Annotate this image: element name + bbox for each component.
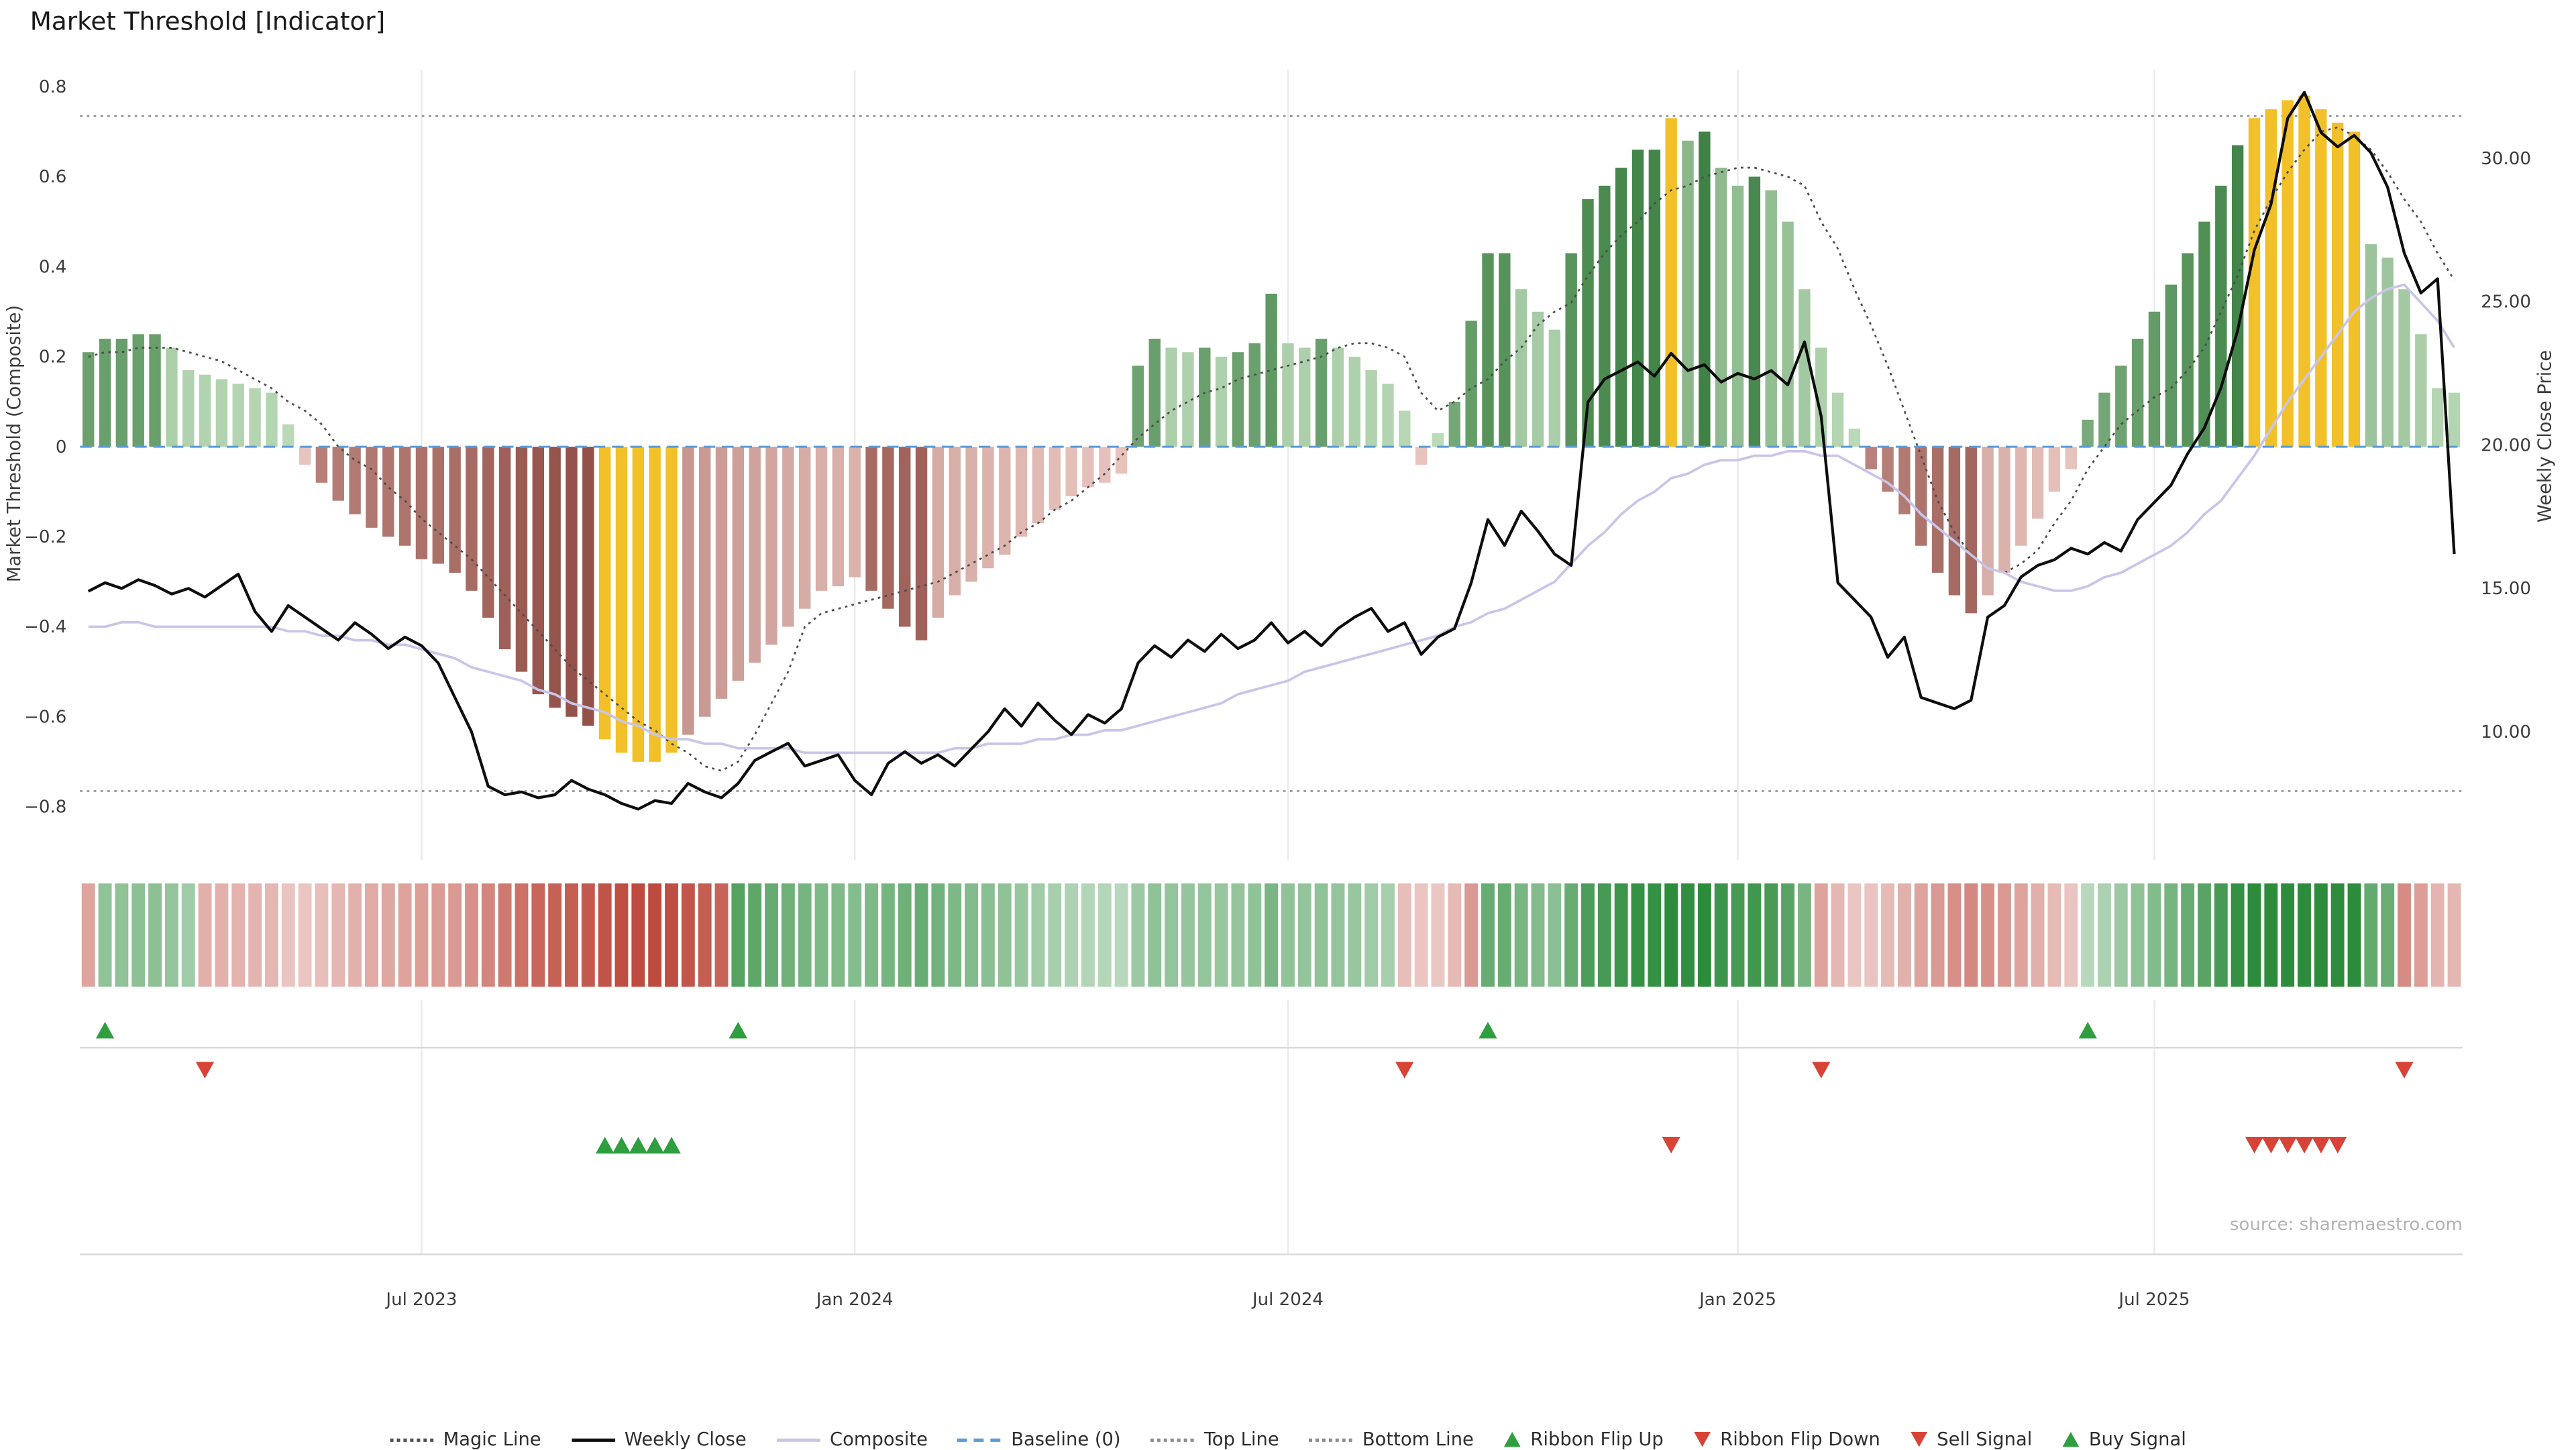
legend-item: Buy Signal bbox=[2062, 1429, 2186, 1450]
x-tick-label: Jul 2023 bbox=[384, 1290, 457, 1310]
legend-label: Ribbon Flip Down bbox=[1720, 1428, 1880, 1450]
x-tick-label: Jan 2025 bbox=[1698, 1290, 1776, 1310]
legend-label: Bottom Line bbox=[1362, 1428, 1474, 1450]
buy-signal-marker bbox=[612, 1137, 631, 1154]
buy-signal-marker bbox=[645, 1137, 664, 1154]
ribbon-flip-down-triangle-icon bbox=[1693, 1431, 1711, 1447]
ribbon-flip-up-marker bbox=[2078, 1021, 2097, 1039]
y-left-tick-label: 0.2 bbox=[39, 347, 66, 368]
y-left-tick-label: 0.4 bbox=[39, 257, 66, 277]
sell-signal-marker bbox=[2261, 1137, 2281, 1154]
x-tick-label: Jul 2025 bbox=[2117, 1290, 2190, 1310]
legend-item: Bottom Line bbox=[1309, 1429, 1474, 1450]
overlay-lines bbox=[80, 91, 2463, 811]
y-left-tick-label: −0.8 bbox=[24, 797, 66, 818]
buy-signal-marker bbox=[629, 1137, 648, 1154]
baseline-0-line-swatch bbox=[957, 1437, 1002, 1441]
ribbon-flip-down-marker bbox=[1395, 1062, 1414, 1079]
y-left-tick-label: −0.4 bbox=[24, 617, 66, 637]
sell-signal-marker bbox=[2245, 1137, 2264, 1154]
source-credit: source: sharemaestro.com bbox=[2229, 1215, 2463, 1235]
buy-signal-marker bbox=[662, 1137, 681, 1154]
sell-signal-marker bbox=[2295, 1137, 2314, 1154]
reference-lines bbox=[80, 115, 2463, 792]
threshold-histogram bbox=[83, 95, 2461, 762]
legend-label: Top Line bbox=[1203, 1428, 1279, 1450]
y-left-tick-label: 0.6 bbox=[39, 167, 66, 187]
ribbon-flip-down-marker bbox=[195, 1062, 215, 1079]
page-title: Market Threshold [Indicator] bbox=[30, 6, 386, 37]
legend-item: Ribbon Flip Up bbox=[1503, 1428, 1664, 1450]
legend-item: Magic Line bbox=[390, 1429, 541, 1450]
bottom-line-line-swatch bbox=[1309, 1437, 1353, 1441]
signal-markers bbox=[80, 1021, 2463, 1256]
y-right-tick-label: 20.00 bbox=[2481, 435, 2531, 455]
x-tick-label: Jul 2024 bbox=[1251, 1290, 1324, 1310]
ribbon-flip-up-marker bbox=[1479, 1021, 1497, 1039]
sell-signal-marker bbox=[2278, 1137, 2297, 1154]
top-line-line-swatch bbox=[1150, 1437, 1194, 1441]
ribbon-flip-up-marker bbox=[729, 1021, 747, 1039]
magic-line-line-swatch bbox=[390, 1437, 433, 1441]
sell-signal-marker bbox=[2328, 1137, 2347, 1154]
legend-label: Weekly Close bbox=[624, 1428, 747, 1450]
sell-signal-marker bbox=[2312, 1137, 2330, 1154]
legend-item: Baseline (0) bbox=[957, 1428, 1121, 1450]
weekly-close-line-swatch bbox=[571, 1437, 614, 1441]
legend-item: Ribbon Flip Down bbox=[1693, 1428, 1880, 1450]
x-tick-label: Jan 2024 bbox=[815, 1290, 894, 1310]
y-left-tick-label: 0.8 bbox=[39, 77, 66, 97]
legend-item: Composite bbox=[776, 1428, 928, 1450]
y-right-tick-label: 15.00 bbox=[2481, 579, 2531, 599]
legend-label: Ribbon Flip Up bbox=[1530, 1428, 1664, 1450]
legend-item: Weekly Close bbox=[571, 1428, 747, 1450]
legend-label: Baseline (0) bbox=[1011, 1428, 1121, 1450]
ribbon-flip-up-marker bbox=[95, 1021, 115, 1039]
gridlines bbox=[421, 70, 2155, 1254]
legend-item: Top Line bbox=[1150, 1429, 1279, 1450]
sell-signal-marker bbox=[1662, 1137, 1680, 1154]
y-left-tick-label: −0.2 bbox=[24, 527, 66, 547]
y-right-tick-label: 30.00 bbox=[2481, 149, 2531, 169]
legend-label: Sell Signal bbox=[1937, 1428, 2033, 1450]
y-right-tick-label: 10.00 bbox=[2481, 722, 2531, 742]
y-left-tick-label: −0.6 bbox=[24, 707, 66, 727]
buy-signal-marker bbox=[596, 1137, 614, 1154]
legend-item: Sell Signal bbox=[1910, 1428, 2033, 1450]
composite-line-swatch bbox=[776, 1437, 820, 1441]
ribbon-flip-down-marker bbox=[1812, 1062, 1831, 1079]
ribbon-flip-up-triangle-icon bbox=[1503, 1431, 1521, 1447]
ribbon-strip bbox=[81, 883, 2461, 987]
legend-label: Magic Line bbox=[443, 1428, 541, 1450]
sell-signal-triangle-icon bbox=[1910, 1431, 1927, 1447]
legend-label: Buy Signal bbox=[2088, 1428, 2186, 1450]
buy-signal-triangle-icon bbox=[2062, 1431, 2079, 1447]
y-right-tick-label: 25.00 bbox=[2481, 292, 2531, 313]
axis-ticks: Jul 2023 Jan 2024 Jul 2024 Jan 2025 Jul 2025… bbox=[24, 77, 2531, 1310]
legend: Magic Line Weekly Close Composite Baseline … bbox=[0, 1429, 2576, 1450]
ribbon-flip-down-marker bbox=[2395, 1062, 2414, 1079]
legend-label: Composite bbox=[830, 1428, 928, 1450]
y-left-tick-label: 0 bbox=[56, 437, 67, 457]
